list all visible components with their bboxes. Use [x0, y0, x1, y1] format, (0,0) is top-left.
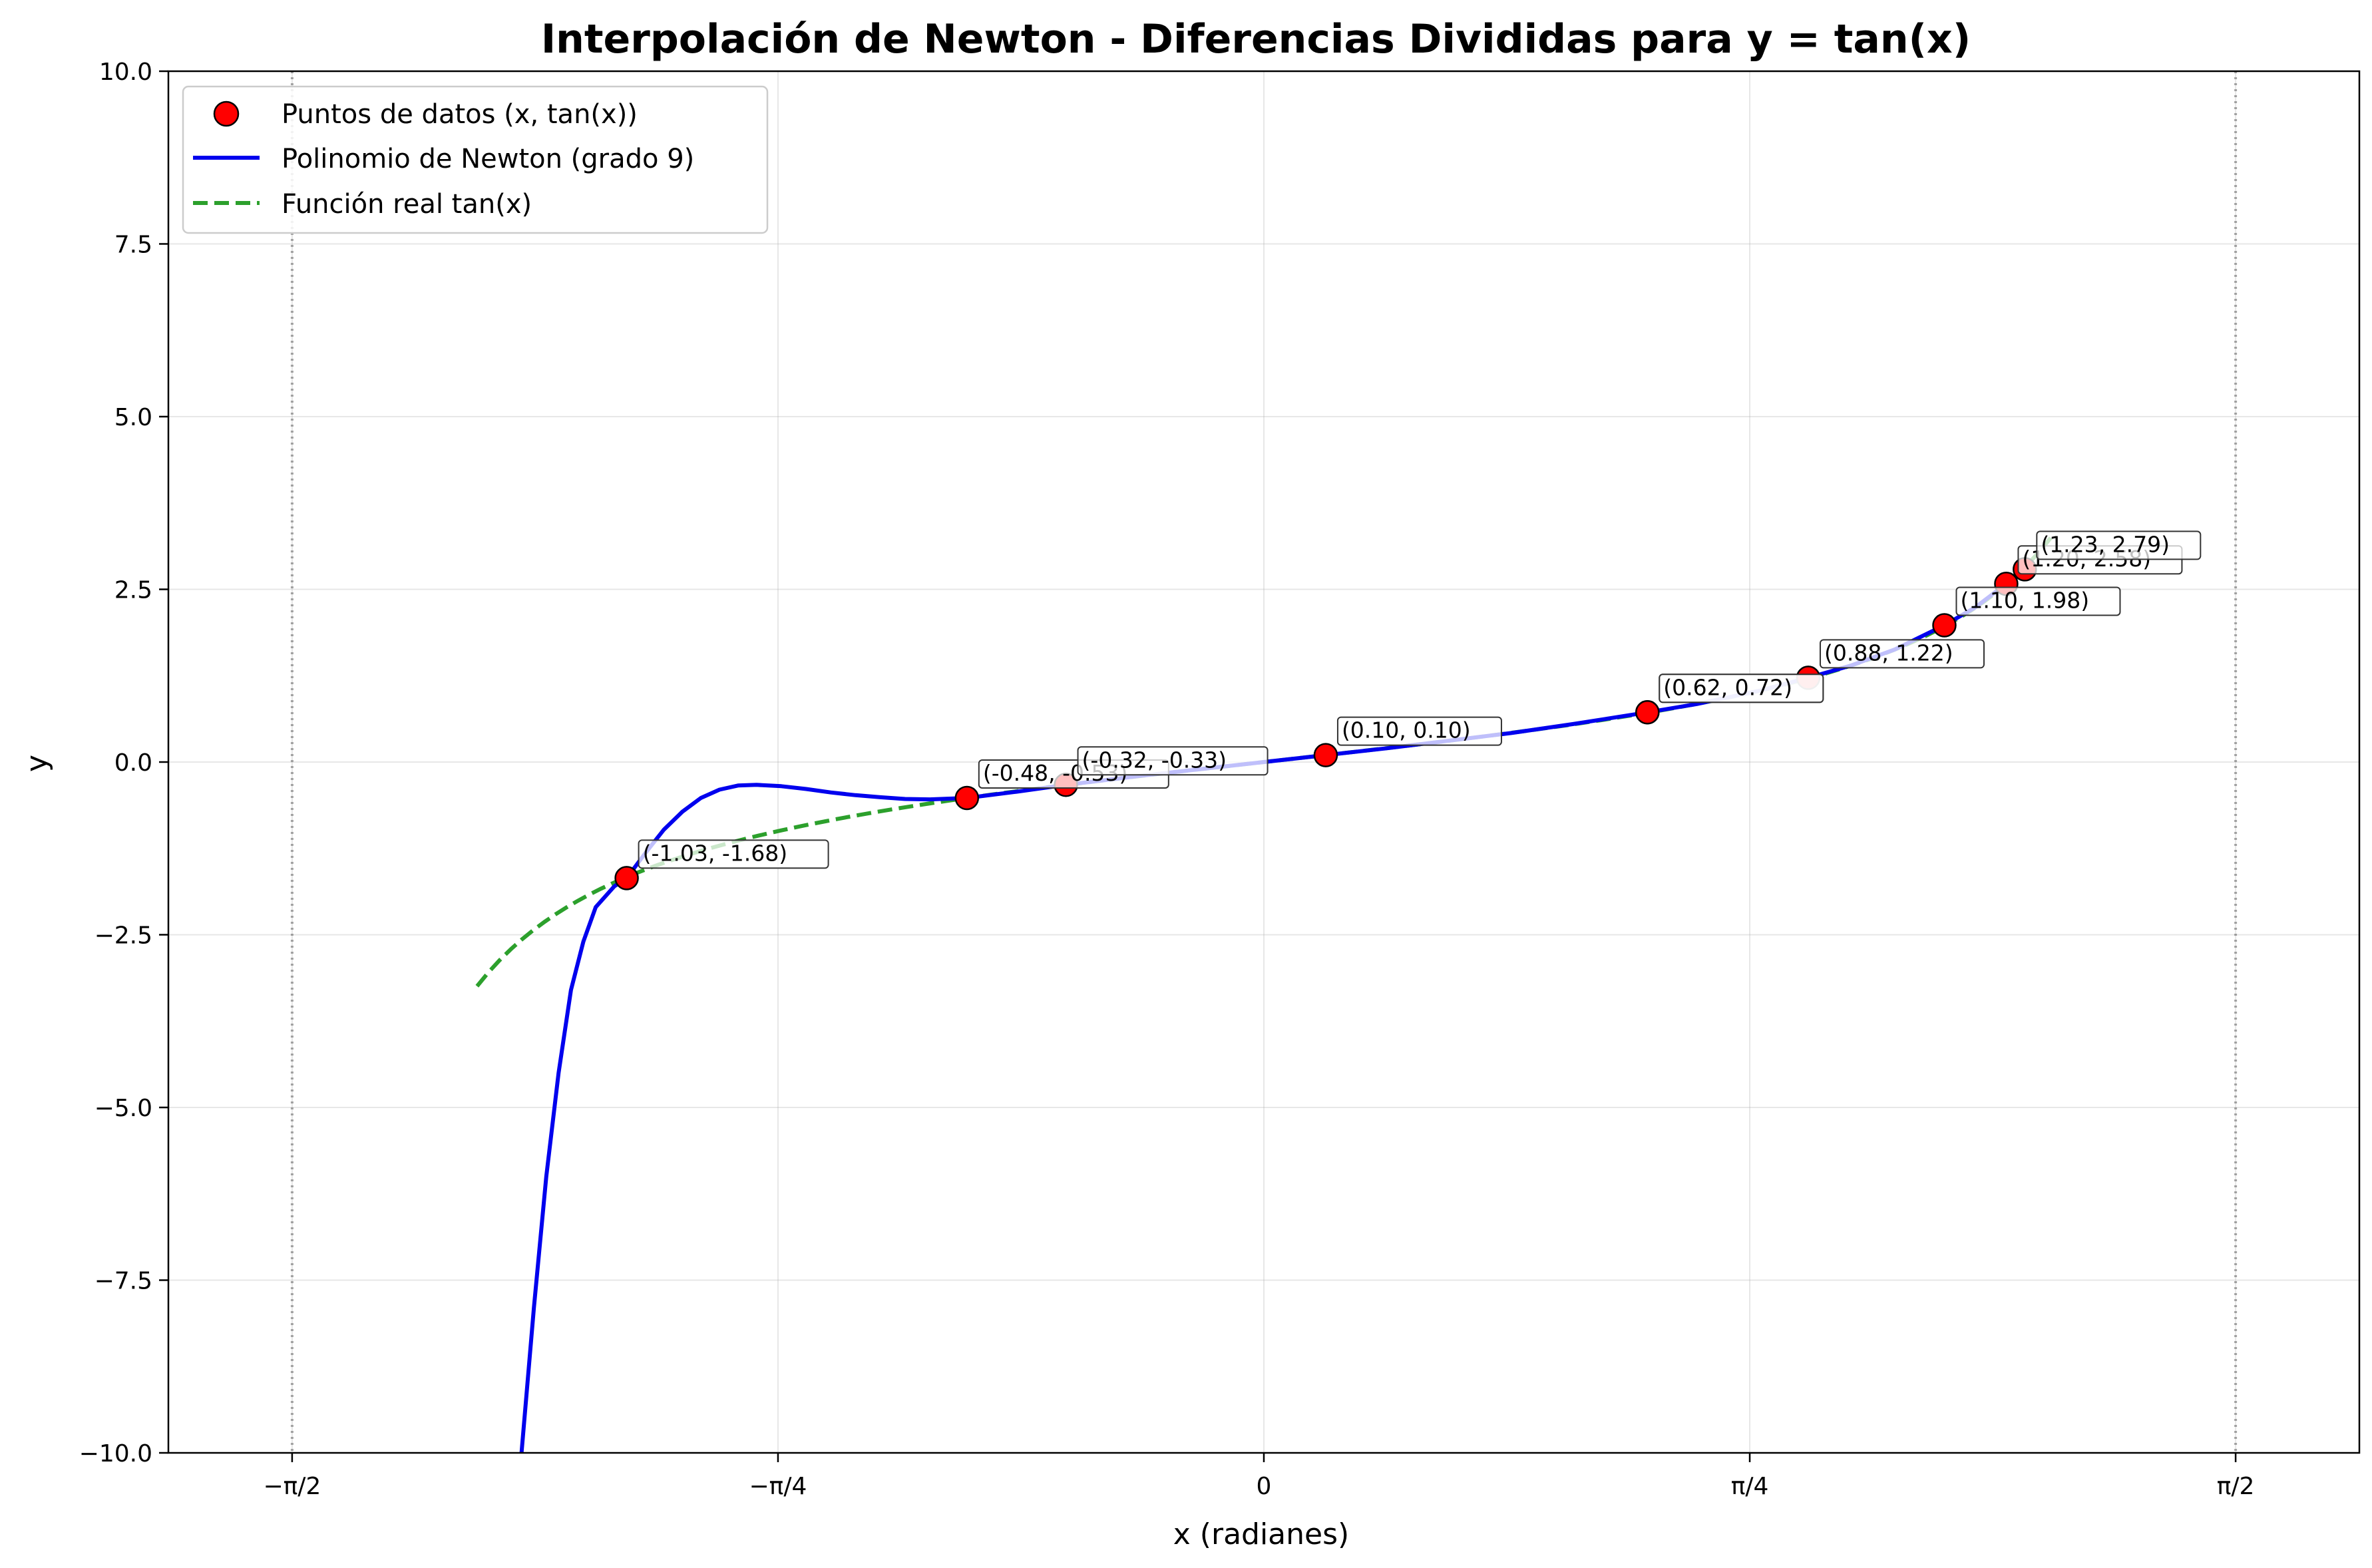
- legend-marker-points: [213, 100, 240, 127]
- x-axis-ticks: −π/2 −π/4 0 π/4 π/2: [263, 1453, 2254, 1500]
- data-point-5: [1635, 700, 1660, 725]
- data-point-1: [954, 785, 980, 811]
- data-point-3: [1313, 743, 1338, 767]
- annotation-label-2: (-0.32, -0.33): [1082, 747, 1227, 773]
- annotation-box-2: [1077, 746, 1269, 776]
- x-tick-label-4: π/2: [2217, 1473, 2255, 1500]
- y-axis-label: y: [20, 755, 54, 772]
- x-tick-label-3: π/4: [1731, 1473, 1769, 1500]
- y-tick-label-7: −7.5: [95, 1268, 152, 1295]
- annotation-label-3: (0.10, 0.10): [1342, 717, 1471, 743]
- legend-label-polynomial: Polinomio de Newton (grado 9): [282, 144, 694, 174]
- legend-box: [182, 85, 769, 234]
- data-point-7: [1932, 613, 1957, 638]
- x-tick-label-1: −π/4: [749, 1473, 807, 1500]
- x-axis-label: x (radianes): [1173, 1517, 1349, 1551]
- annotation-label-5: (0.62, 0.72): [1663, 674, 1792, 700]
- y-tick-label-3: 2.5: [114, 577, 152, 604]
- y-axis-ticks: 10.0 7.5 5.0 2.5 0.0 −2.5 −5.0 −7.5 −10.0: [79, 59, 168, 1468]
- annotation-label-9: (1.23, 2.79): [2041, 531, 2170, 557]
- point-annotations: (-1.03, -1.68)(-0.48, -0.53)(-0.32, -0.3…: [638, 530, 2202, 869]
- annotation-box-9: [2036, 530, 2202, 560]
- x-tick-label-2: 0: [1257, 1473, 1272, 1500]
- y-tick-label-0: 10.0: [99, 59, 152, 86]
- y-tick-label-4: 0.0: [114, 749, 152, 777]
- legend-label-tan: Función real tan(x): [282, 189, 532, 220]
- annotation-box-7: [1955, 586, 2121, 616]
- x-tick-label-0: −π/2: [263, 1473, 321, 1500]
- annotation-box-6: [1819, 639, 1985, 669]
- legend-label-points: Puntos de datos (x, tan(x)): [282, 99, 638, 130]
- annotation-box-3: [1336, 716, 1502, 746]
- y-tick-label-6: −5.0: [95, 1095, 152, 1122]
- y-tick-label-1: 7.5: [114, 232, 152, 259]
- asymptotes: [290, 71, 2238, 1453]
- annotation-box-0: [638, 839, 829, 869]
- annotation-label-7: (1.10, 1.98): [1960, 587, 2089, 613]
- annotation-box-5: [1659, 674, 1824, 703]
- y-tick-label-8: −10.0: [79, 1440, 152, 1468]
- y-tick-label-5: −2.5: [95, 922, 152, 950]
- chart-title: Interpolación de Newton - Diferencias Di…: [541, 16, 1971, 63]
- y-tick-label-2: 5.0: [114, 404, 152, 431]
- legend: Puntos de datos (x, tan(x)) Polinomio de…: [182, 85, 769, 234]
- annotation-label-0: (-1.03, -1.68): [643, 840, 788, 866]
- annotation-label-6: (0.88, 1.22): [1824, 640, 1953, 666]
- data-point-0: [614, 866, 639, 890]
